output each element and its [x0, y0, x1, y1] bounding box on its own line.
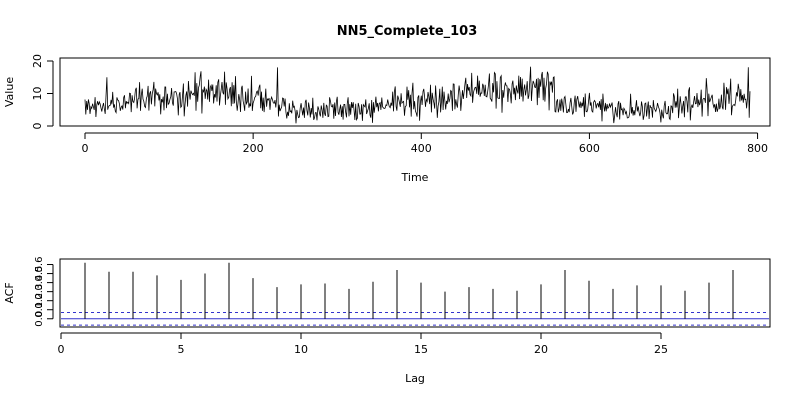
time-series-y-axis: 0 10 20 — [31, 54, 54, 130]
time-series-x-tick-label: 600 — [579, 142, 600, 155]
acf-x-tick-label: 20 — [534, 343, 548, 356]
acf-x-label: Lag — [405, 372, 425, 385]
time-series-x-tick-label: 0 — [82, 142, 89, 155]
time-series-y-tick-label: 20 — [31, 54, 44, 68]
acf-y-tick-label: 0.0 — [34, 311, 45, 327]
acf-y-tick-label: 0.5 — [34, 266, 45, 282]
acf-panel: 0 5 10 15 20 25 0.00.10.20.30.40.50.6 Lag ACF — [3, 257, 771, 385]
acf-plot-box — [59, 258, 771, 328]
acf-y-tick-label: 0.6 — [34, 257, 45, 273]
acf-y-label: ACF — [3, 282, 16, 303]
time-series-x-tick-label: 800 — [747, 142, 768, 155]
time-series-x-tick-label: 400 — [411, 142, 432, 155]
acf-y-tick-label: 0.4 — [34, 275, 45, 291]
acf-x-tick-label: 10 — [294, 343, 308, 356]
acf-x-axis: 0 5 10 15 20 25 — [58, 332, 668, 356]
time-series-line — [84, 66, 751, 124]
acf-y-tick-label: 0.2 — [34, 293, 45, 309]
time-series-panel: 0 200 400 600 800 0 10 20 Time Value — [3, 54, 771, 184]
time-series-x-axis: 0 200 400 600 800 — [82, 132, 768, 155]
acf-x-tick-label: 0 — [58, 343, 65, 356]
acf-y-axis: 0.00.10.20.30.40.50.6 — [34, 257, 54, 327]
time-series-x-tick-label: 200 — [243, 142, 264, 155]
time-series-y-tick-label: 0 — [31, 123, 44, 130]
acf-y-tick-label: 0.3 — [34, 284, 45, 300]
acf-x-tick-label: 5 — [178, 343, 185, 356]
time-series-x-label: Time — [401, 171, 429, 184]
chart-title: NN5_Complete_103 — [337, 24, 478, 39]
time-series-y-tick-label: 10 — [31, 87, 44, 101]
acf-x-tick-label: 15 — [414, 343, 428, 356]
acf-y-tick-label: 0.1 — [34, 302, 45, 318]
acf-bars — [84, 262, 734, 319]
acf-x-tick-label: 25 — [654, 343, 668, 356]
time-series-plot-box — [59, 57, 771, 127]
time-series-y-label: Value — [3, 77, 16, 107]
